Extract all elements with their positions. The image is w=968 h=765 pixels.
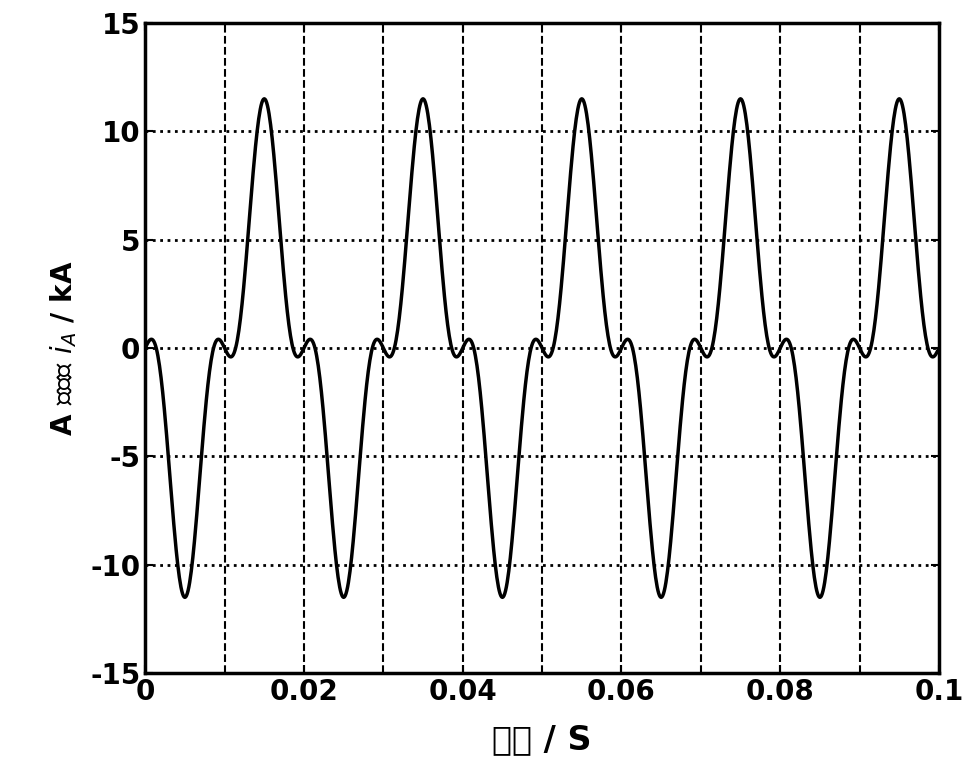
- Y-axis label: A 向电流 $i_A$ / kA: A 向电流 $i_A$ / kA: [48, 260, 79, 436]
- X-axis label: 时间 / S: 时间 / S: [493, 723, 591, 756]
